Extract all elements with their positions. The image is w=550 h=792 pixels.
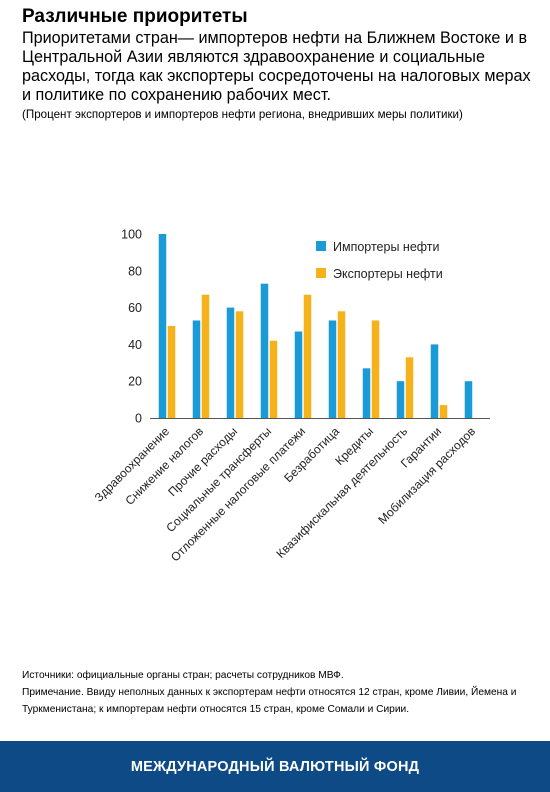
bar-importers <box>294 331 303 418</box>
y-tick-label: 80 <box>128 264 142 278</box>
footnote-text: Примечание. Ввиду неполных данных к эксп… <box>22 687 517 715</box>
bar-exporters <box>405 357 414 418</box>
imf-name: МЕЖДУНАРОДНЫЙ ВАЛЮТНЫЙ ФОНД <box>130 758 420 775</box>
y-tick-label: 60 <box>128 301 142 315</box>
bar-importers <box>260 283 269 418</box>
bar-exporters <box>371 320 380 418</box>
chart-subtitle: Приоритетами стран— импортеров нефти на … <box>22 29 531 104</box>
y-tick-label: 20 <box>128 375 142 389</box>
y-tick-label: 100 <box>121 228 142 242</box>
bar-importers <box>226 307 235 418</box>
bar-importers <box>328 320 337 418</box>
bar-exporters <box>303 294 312 418</box>
chart-title: Различные приоритеты <box>22 6 248 27</box>
bar-importers <box>192 320 201 418</box>
legend-label: Импортеры нефти <box>333 240 440 254</box>
bar-exporters <box>337 311 346 418</box>
bar-exporters <box>201 294 210 418</box>
bar-importers <box>464 381 473 418</box>
bar-exporters <box>235 311 244 418</box>
chart-units-note: (Процент экспортеров и импортеров нефти … <box>22 108 463 121</box>
imf-footer-band: МЕЖДУНАРОДНЫЙ ВАЛЮТНЫЙ ФОНД <box>0 741 550 792</box>
bar-exporters <box>167 326 176 418</box>
legend-swatch <box>316 268 326 278</box>
bar-importers <box>430 344 439 418</box>
chart-header: Различные приоритеты Приоритетами стран—… <box>22 6 534 122</box>
legend-swatch <box>316 241 326 251</box>
bar-exporters <box>439 405 448 418</box>
bar-exporters <box>269 340 278 418</box>
chart-footer: Источники: официальные органы стран; рас… <box>22 667 537 718</box>
bar-importers <box>396 381 405 418</box>
y-tick-label: 0 <box>135 412 142 426</box>
bar-importers <box>158 234 167 418</box>
legend-label: Экспортеры нефти <box>333 267 443 281</box>
y-tick-label: 40 <box>128 338 142 352</box>
sources-text: Источники: официальные органы стран; рас… <box>22 670 344 681</box>
bar-importers <box>362 368 371 418</box>
